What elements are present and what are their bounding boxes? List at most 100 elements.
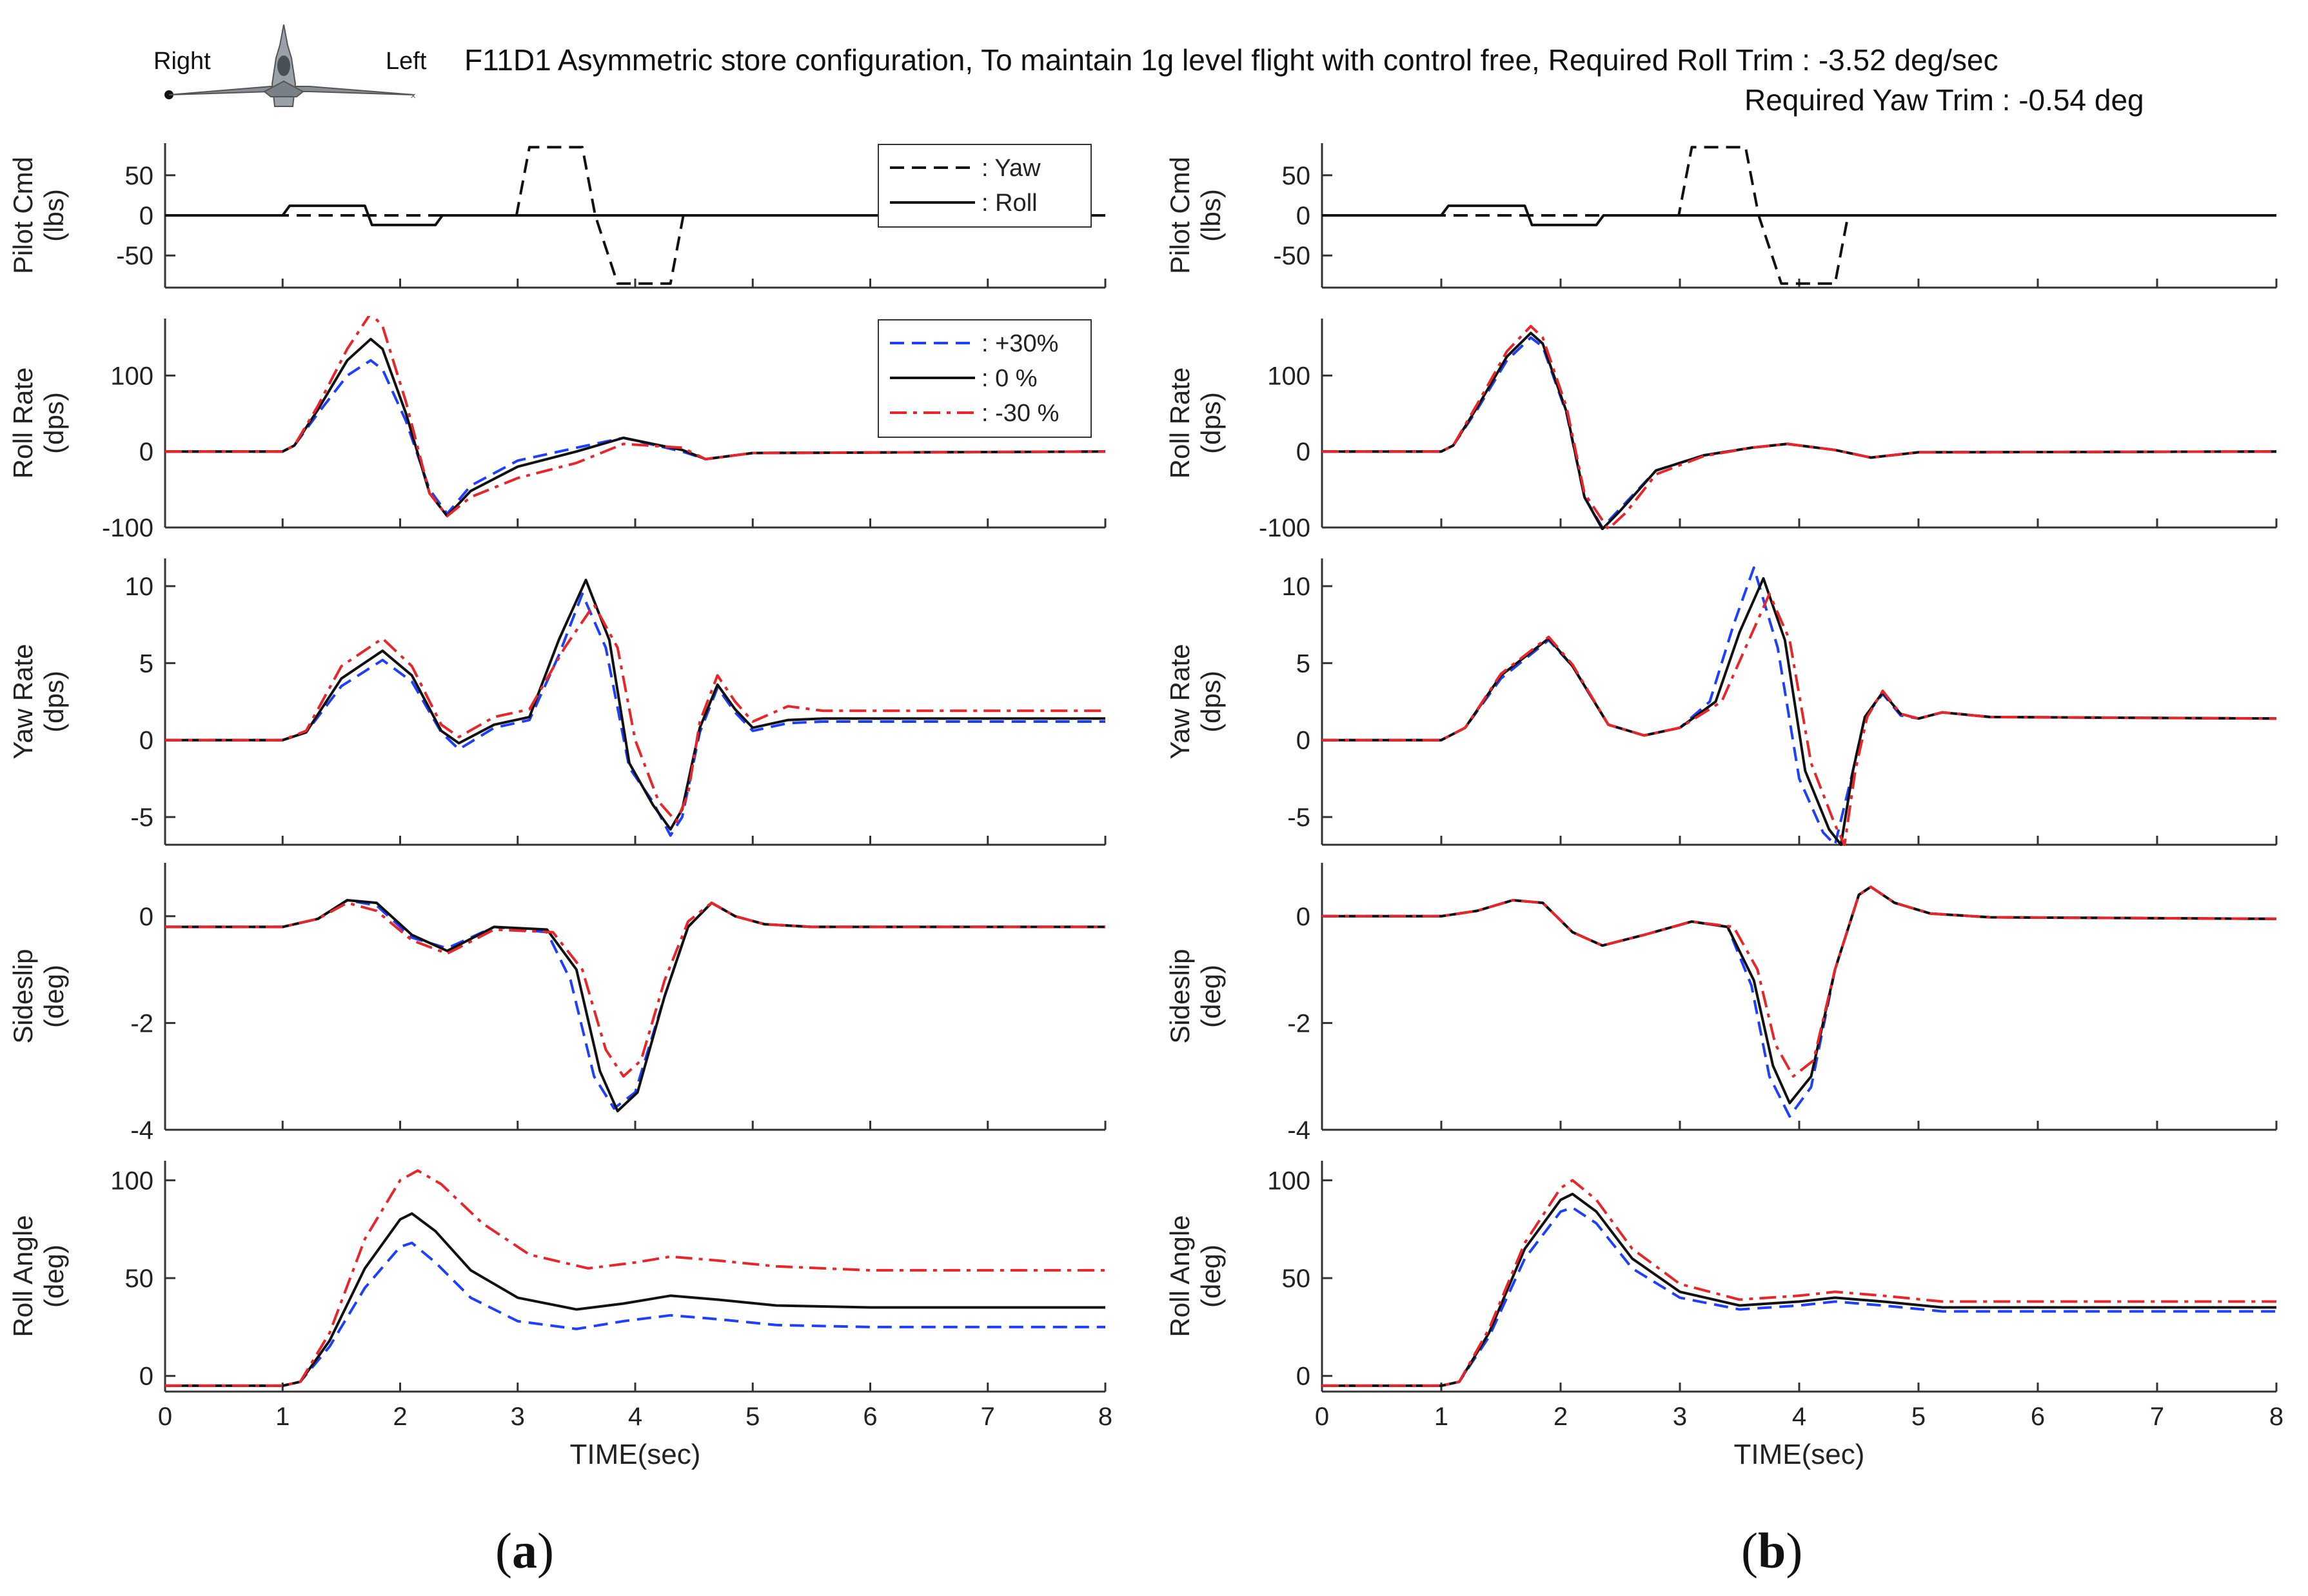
panel-a-roll-angle-xtick-label: 2 bbox=[393, 1403, 407, 1431]
panel-a-roll-rate-series-0 bbox=[165, 337, 1105, 518]
panel-b-roll-angle-axes: 100 50 0 Roll Angle(deg) 0 1 2 3 4 5 6 7 8 TIME(sec) bbox=[1165, 1161, 2283, 1470]
panel-a-pilot-cmd-ylabel: Pilot Cmd(lbs) bbox=[8, 157, 69, 274]
panel-b-roll-angle-series-30 bbox=[1322, 1179, 2276, 1387]
caption-a: (a) bbox=[495, 1522, 554, 1579]
panel-b-pilot-cmd-ytick-label: 50 bbox=[1282, 162, 1311, 190]
panel-a-roll-rate-legend-label: : +30% bbox=[981, 330, 1058, 357]
aircraft-left-label: Left bbox=[386, 48, 427, 75]
panel-a-roll-rate-legend-label: : -30 % bbox=[981, 400, 1059, 427]
panel-a-roll-rate-legend: : +30%: 0 %: -30 % bbox=[878, 319, 1092, 438]
panel-a-roll-rate-ylabel-line: (dps) bbox=[39, 392, 69, 454]
panel-a-pilot-cmd-legend-label: : Roll bbox=[981, 190, 1038, 217]
panel-a-roll-angle-series-30 bbox=[165, 1241, 1105, 1387]
panel-b-roll-rate-ylabel-line: Roll Rate bbox=[1165, 368, 1195, 479]
left-wingtip-marker: × bbox=[410, 91, 416, 102]
panel-b-roll-rate-axes: 100 0 -100 Roll Rate(dps) bbox=[1165, 319, 2278, 542]
panel-b-yaw-rate-ylabel-line: Yaw Rate bbox=[1165, 644, 1195, 760]
panel-a-roll-angle-ylabel-line: Roll Angle bbox=[8, 1215, 38, 1337]
panel-a-pilot-cmd-ytick-label: 0 bbox=[139, 202, 153, 230]
panel-a-pilot-cmd-ytick-label: 50 bbox=[125, 162, 154, 190]
panel-a-roll-angle-xtick-label: 7 bbox=[981, 1403, 995, 1431]
panel-b-roll-angle-xtick-label: 6 bbox=[2031, 1403, 2045, 1431]
panel-b-roll-angle-xtick-label: 2 bbox=[1553, 1403, 1568, 1431]
panel-a-pilot-cmd-series-roll bbox=[165, 204, 1105, 226]
panel-a-yaw-rate-ylabel: Yaw Rate(dps) bbox=[8, 644, 69, 760]
panel-b-roll-angle-series-30 bbox=[1322, 1206, 2276, 1387]
panel-a-roll-angle-axes: 100 50 0 Roll Angle(deg) 0 1 2 3 4 5 6 7 8 TIME(sec) bbox=[8, 1161, 1112, 1470]
panel-a-roll-angle-ytick-label: 50 bbox=[125, 1265, 154, 1293]
panel-b-pilot-cmd-ylabel-line: (lbs) bbox=[1196, 189, 1226, 242]
panel-b-roll-angle-xtick-label: 4 bbox=[1792, 1403, 1806, 1431]
panel-b-roll-rate-series-30 bbox=[1322, 324, 2276, 530]
panel-a-sideslip-series-0 bbox=[165, 899, 1105, 1112]
panel-b-pilot-cmd-ytick-label: -50 bbox=[1273, 242, 1310, 270]
panel-b-sideslip-axes: 0 -2 -4 Sideslip(deg) bbox=[1165, 863, 2278, 1145]
panel-a-roll-rate-series-30 bbox=[165, 316, 1105, 518]
panel-a-sideslip-ytick-label: 0 bbox=[139, 903, 153, 931]
panel-a-roll-rate-ytick-label: -100 bbox=[102, 514, 153, 542]
panel-b-sideslip-series-30 bbox=[1322, 885, 2276, 1078]
panel-a-roll-rate-ytick-label: 0 bbox=[139, 438, 153, 466]
panel-b-sideslip-ylabel: Sideslip(deg) bbox=[1165, 949, 1226, 1043]
panel-b-sideslip-ytick-label: -4 bbox=[1287, 1116, 1310, 1145]
panel-a-roll-rate-ylabel: Roll Rate(dps) bbox=[8, 368, 69, 479]
aircraft-tail bbox=[263, 80, 304, 97]
panel-a-yaw-rate-series-30 bbox=[165, 603, 1105, 823]
panel-a-pilot-cmd-legend-box bbox=[878, 144, 1092, 228]
panel-a-yaw-rate-ylabel-line: (dps) bbox=[39, 671, 69, 733]
panel-b-sideslip-ylabel-line: Sideslip bbox=[1165, 949, 1195, 1043]
panel-b-xlabel: TIME(sec) bbox=[1734, 1439, 1865, 1470]
panel-b-roll-rate-ytick-label: 100 bbox=[1267, 362, 1310, 390]
panel-b-roll-angle-xtick-label: 3 bbox=[1673, 1403, 1687, 1431]
panel-b-yaw-rate-axes: 10 5 0 -5 Yaw Rate(dps) bbox=[1165, 558, 2278, 846]
panel-b-roll-rate-series-30 bbox=[1322, 336, 2276, 529]
panel-a-roll-angle-ylabel-line: (deg) bbox=[39, 1245, 69, 1308]
caption-a-letter: a bbox=[511, 1522, 537, 1579]
panel-b-yaw-rate-ytick-label: 0 bbox=[1296, 727, 1310, 755]
panel-a-yaw-rate-series-0 bbox=[165, 578, 1105, 831]
aircraft-icon: × bbox=[164, 24, 416, 107]
panel-b-roll-rate-ylabel-line: (dps) bbox=[1196, 392, 1226, 454]
panel-a-roll-angle-series-30 bbox=[165, 1169, 1105, 1387]
aircraft-right-label: Right bbox=[153, 48, 211, 75]
panel-b-pilot-cmd-ytick-label: 0 bbox=[1296, 202, 1310, 230]
panel-b-roll-rate-series-0 bbox=[1322, 331, 2276, 530]
panel-b-roll-rate-ytick-label: -100 bbox=[1259, 514, 1310, 542]
panel-b-roll-angle-ylabel-line: Roll Angle bbox=[1165, 1215, 1195, 1337]
panel-a-sideslip-ylabel-line: (deg) bbox=[39, 965, 69, 1028]
panel-a-roll-angle-xtick-label: 4 bbox=[628, 1403, 642, 1431]
panel-a-sideslip-ytick-label: -2 bbox=[130, 1009, 153, 1038]
panel-a-roll-angle-xtick-label: 8 bbox=[1098, 1403, 1112, 1431]
panel-a-roll-rate-axes: 100 0 -100 Roll Rate(dps): +30%: 0 %: -30 % bbox=[8, 316, 1107, 542]
panel-a-xlabel: TIME(sec) bbox=[570, 1439, 701, 1470]
panel-a-yaw-rate-ytick-label: 0 bbox=[139, 727, 153, 755]
figure-title-line1: F11D1 Asymmetric store configuration, To… bbox=[464, 43, 1998, 77]
panel-a-sideslip-ylabel-line: Sideslip bbox=[8, 949, 38, 1043]
panel-b-roll-angle-ylabel: Roll Angle(deg) bbox=[1165, 1215, 1226, 1337]
panel-a-pilot-cmd-axes: 50 0 -50 Pilot Cmd(lbs): Yaw: Roll bbox=[8, 143, 1107, 289]
panel-a-pilot-cmd-legend: : Yaw: Roll bbox=[878, 144, 1092, 228]
panel-a-roll-angle-xtick-label: 6 bbox=[863, 1403, 877, 1431]
panel-a-yaw-rate-ylabel-line: Yaw Rate bbox=[8, 644, 38, 760]
panel-b-yaw-rate-series-30 bbox=[1322, 592, 2276, 846]
panel-a-roll-angle-ytick-label: 0 bbox=[139, 1363, 153, 1391]
panel-b-roll-angle-xtick-label: 0 bbox=[1315, 1403, 1329, 1431]
panel-b-roll-angle-ylabel-line: (deg) bbox=[1196, 1245, 1226, 1308]
panel-b-sideslip-series-30 bbox=[1322, 885, 2276, 1118]
caption-b-letter: b bbox=[1757, 1522, 1786, 1579]
panel-a-yaw-rate-ytick-label: 5 bbox=[139, 649, 153, 678]
panel-a-roll-angle-xtick-label: 5 bbox=[745, 1403, 760, 1431]
panel-a-sideslip-axes: 0 -2 -4 Sideslip(deg) bbox=[8, 863, 1107, 1145]
panel-b-pilot-cmd-axes: 50 0 -50 Pilot Cmd(lbs) bbox=[1165, 143, 2278, 289]
panel-a-roll-angle-xtick-label: 3 bbox=[511, 1403, 525, 1431]
panel-b-yaw-rate-ylabel-line: (dps) bbox=[1196, 671, 1226, 733]
panel-b-roll-angle-ytick-label: 100 bbox=[1267, 1167, 1310, 1195]
panel-b-roll-angle-ytick-label: 0 bbox=[1296, 1363, 1310, 1391]
panel-b-sideslip-ylabel-line: (deg) bbox=[1196, 965, 1226, 1028]
panel-a-sideslip-ytick-label: -4 bbox=[130, 1116, 153, 1145]
panel-b-roll-angle-xtick-label: 8 bbox=[2269, 1403, 2283, 1431]
panel-a-sideslip-series-30 bbox=[165, 899, 1105, 1110]
panel-a-yaw-rate-series-30 bbox=[165, 592, 1105, 837]
panel-a-roll-angle-ylabel: Roll Angle(deg) bbox=[8, 1215, 69, 1337]
